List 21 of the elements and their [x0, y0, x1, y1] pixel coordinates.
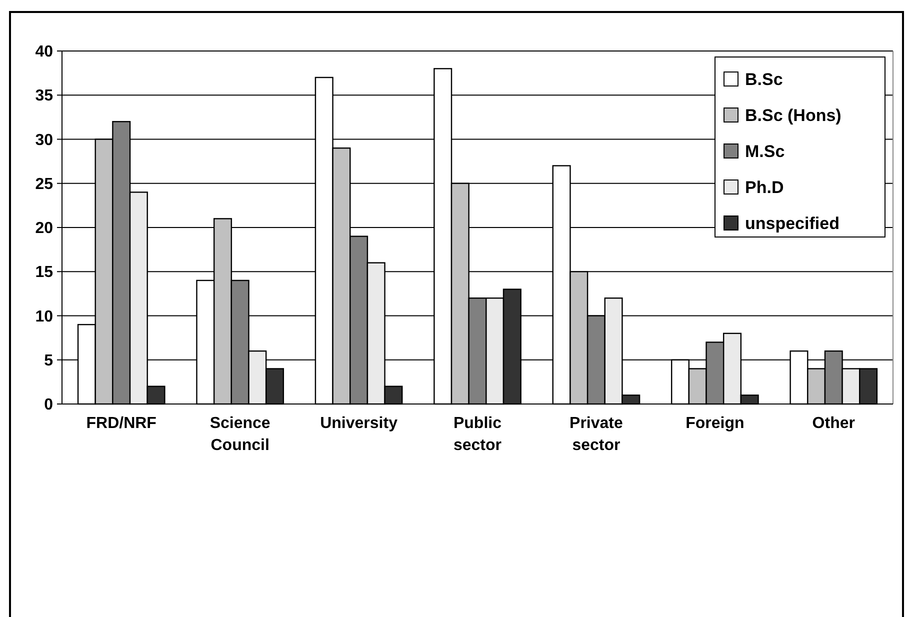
legend-label: B.Sc (Hons) [745, 106, 842, 125]
y-tick-label: 0 [44, 396, 54, 414]
y-tick-label: 20 [35, 220, 54, 238]
x-tick-label: FRD/NRF [86, 415, 157, 432]
y-tick-label: 10 [35, 308, 54, 326]
legend-label: M.Sc [745, 142, 785, 161]
legend-label: B.Sc [745, 70, 783, 89]
x-tick-label: Private sector [570, 415, 623, 454]
y-tick-label: 30 [35, 132, 54, 149]
x-tick-label: University [320, 415, 398, 432]
x-tick-label: Foreign [686, 415, 744, 432]
x-tick-label: Science Council [210, 415, 270, 454]
y-tick-label: 35 [35, 88, 54, 105]
x-tick-label: Other [812, 415, 855, 432]
y-tick-label: 25 [35, 176, 54, 193]
legend-label: unspecified [745, 214, 840, 233]
y-tick-label: 40 [35, 44, 54, 61]
x-tick-label: Public sector [453, 415, 502, 454]
y-tick-label: 5 [44, 352, 54, 370]
legend-label: Ph.D [745, 178, 784, 197]
y-tick-label: 15 [35, 264, 54, 282]
